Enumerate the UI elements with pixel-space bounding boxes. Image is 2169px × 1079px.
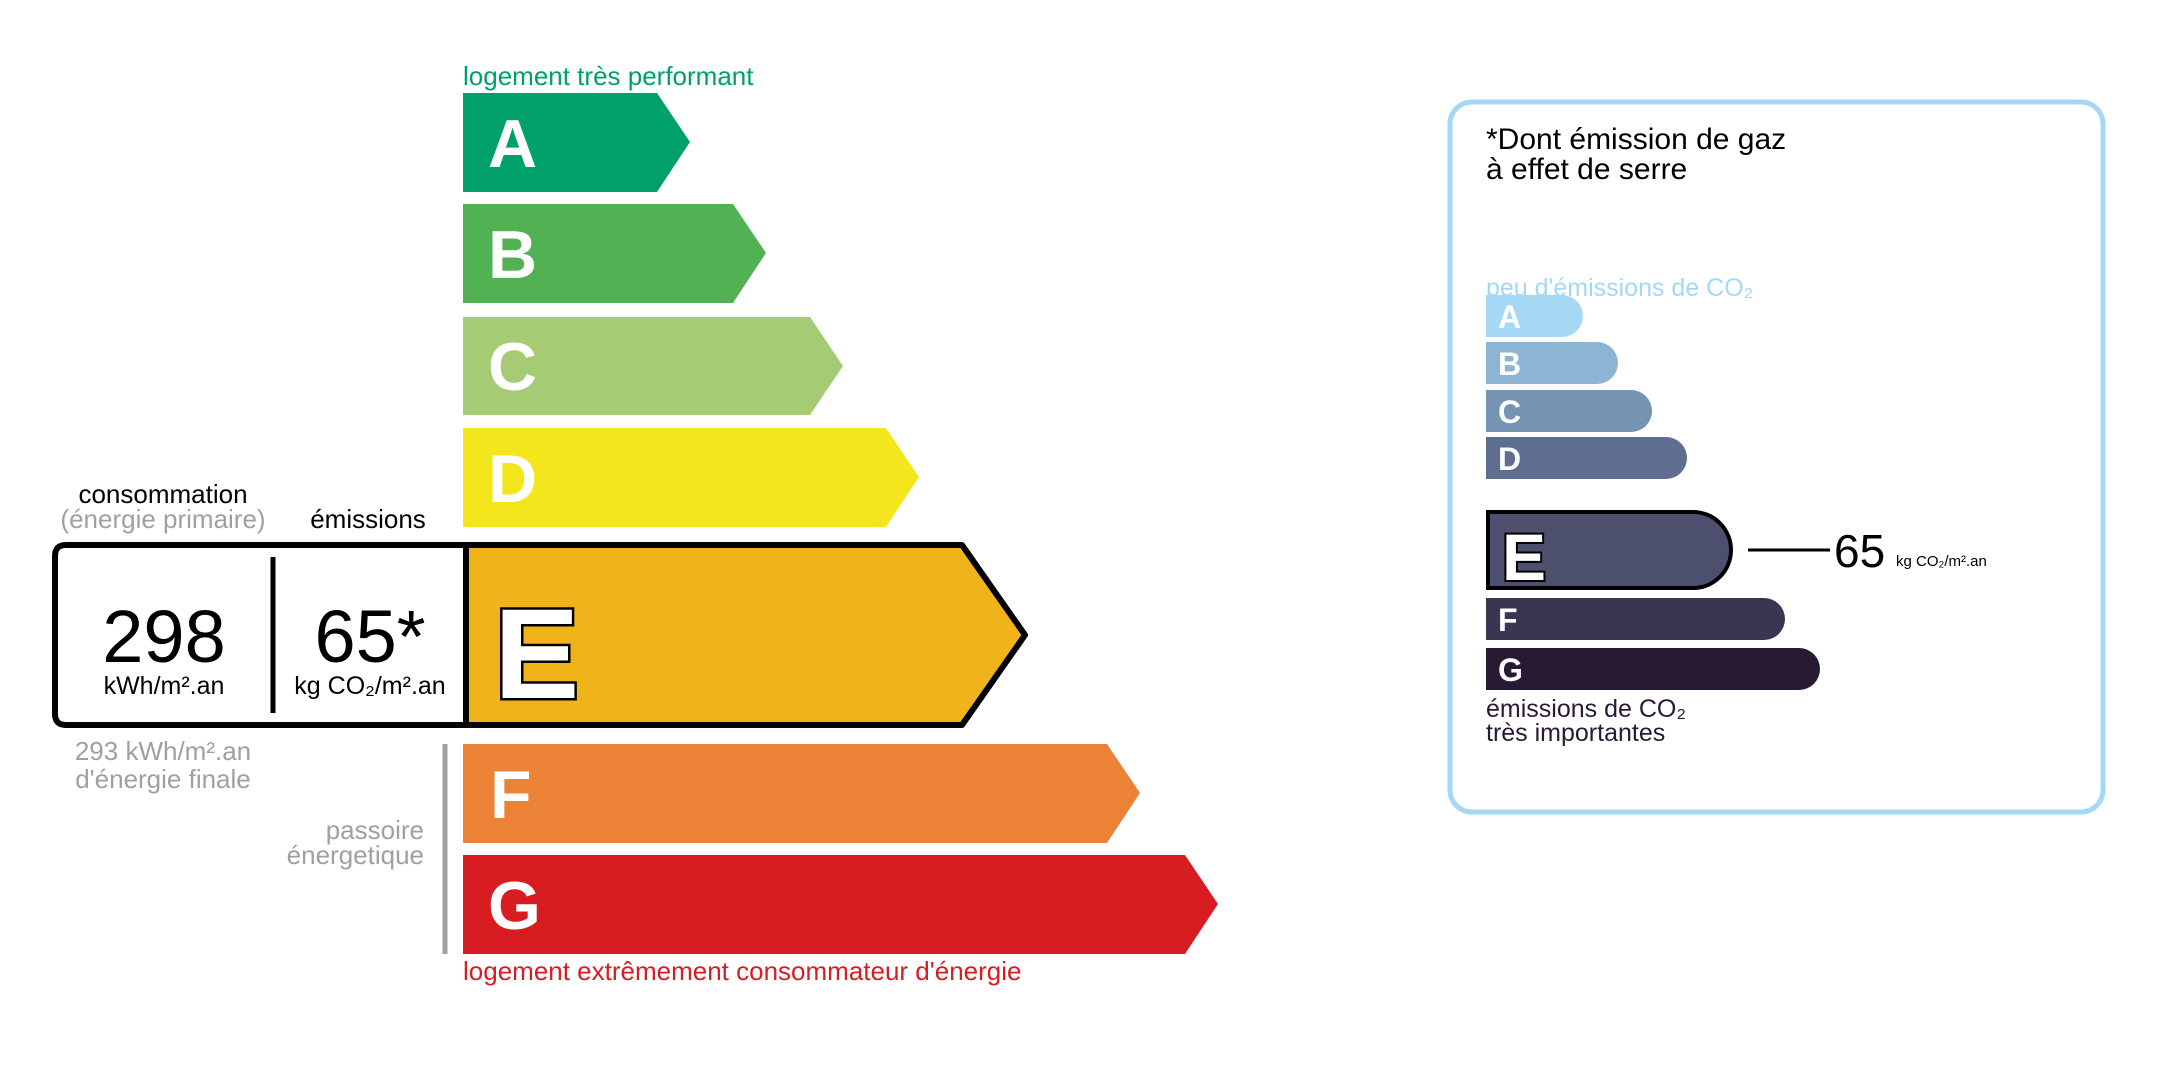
consumption-unit: kWh/m².an: [104, 672, 225, 700]
value-box: [52, 542, 469, 728]
dpe-class-b: B: [463, 204, 766, 303]
dpe-class-d: D: [463, 428, 919, 527]
passoire-line1: passoire: [326, 815, 424, 845]
ges-letter-c: C: [1498, 394, 1521, 430]
emissions-label: émissions: [310, 504, 426, 534]
dpe-letter-g: G: [488, 868, 541, 944]
ges-bottom-label-line2: très importantes: [1486, 719, 1665, 747]
dpe-bar-c: [463, 317, 843, 415]
ges-letter-d: D: [1498, 441, 1521, 477]
dpe-letter-e: E: [494, 583, 579, 726]
emissions-unit: kg CO₂/m².an: [294, 672, 445, 700]
ges-bottom-label-line1: émissions de CO₂: [1486, 695, 1686, 723]
consumption-sublabel: (énergie primaire): [60, 504, 265, 534]
ges-bar-f: [1486, 598, 1785, 640]
ges-unit: kg CO₂/m².an: [1896, 553, 1987, 570]
dpe-letter-f: F: [490, 757, 532, 833]
dpe-class-g: G: [463, 855, 1218, 954]
emissions-value: 65*: [314, 595, 425, 678]
ges-title-line1: *Dont émission de gaz: [1486, 123, 1786, 156]
dpe-bar-g: [463, 855, 1218, 954]
dpe-bar-d: [463, 428, 919, 527]
dpe-top-label: logement très performant: [463, 61, 754, 91]
ges-bar-a: [1486, 295, 1583, 337]
ges-bar-c: [1486, 390, 1652, 432]
dpe-letter-c: C: [488, 329, 537, 405]
ges-bar-e: [1486, 510, 1733, 590]
ges-value: 65: [1834, 525, 1885, 577]
ges-bar-g: [1486, 648, 1820, 690]
ges-bar-d: [1486, 437, 1687, 479]
consumption-label: consommation: [78, 479, 247, 509]
ges-panel: *Dont émission de gaz à effet de serre p…: [1447, 99, 2106, 815]
dpe-class-a: A: [463, 93, 690, 192]
final-energy-line2: d'énergie finale: [75, 764, 251, 794]
dpe-class-f: F: [463, 744, 1140, 843]
ges-title-line2: à effet de serre: [1486, 153, 1687, 186]
ges-letter-g: G: [1498, 652, 1523, 688]
dpe-letter-b: B: [488, 217, 537, 293]
final-energy-line1: 293 kWh/m².an: [75, 736, 251, 766]
dpe-letter-d: D: [488, 441, 537, 517]
dpe-letter-a: A: [488, 106, 537, 182]
dpe-bottom-label: logement extrêmement consommateur d'éner…: [463, 956, 1021, 986]
passoire-line2: énergetique: [287, 840, 424, 870]
dpe-bar-f: [463, 744, 1140, 843]
dpe-class-c: C: [463, 317, 843, 415]
ges-bar-b: [1486, 342, 1618, 384]
ges-letter-e: E: [1502, 520, 1546, 594]
ges-letter-f: F: [1498, 602, 1518, 638]
dpe-bar-a: [463, 93, 690, 192]
dpe-bar-b: [463, 204, 766, 303]
ges-letter-b: B: [1498, 346, 1521, 382]
consumption-value: 298: [102, 595, 225, 678]
dpe-class-e-current: 298 kWh/m².an 65* kg CO₂/m².an E: [52, 542, 1028, 729]
ges-letter-a: A: [1498, 299, 1521, 335]
